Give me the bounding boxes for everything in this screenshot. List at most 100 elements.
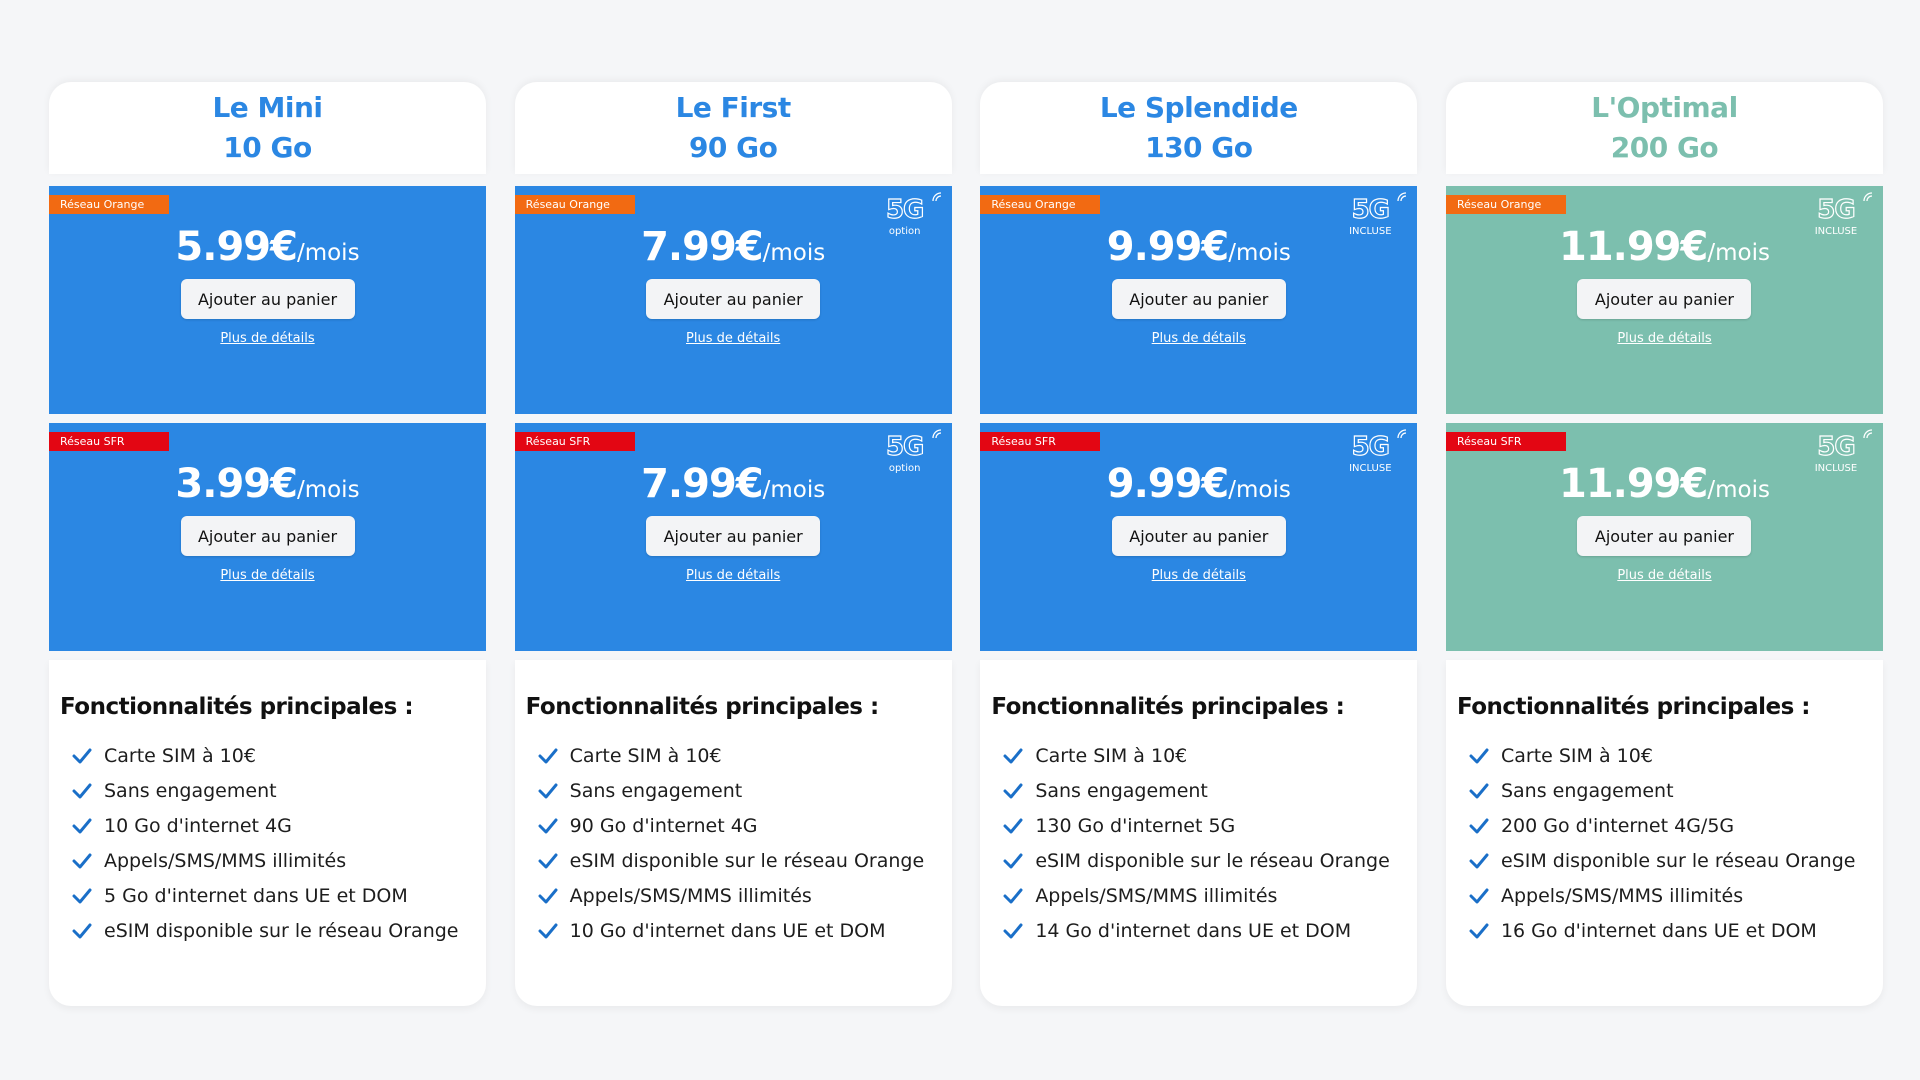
add-to-cart-button[interactable]: Ajouter au panier bbox=[1577, 279, 1752, 319]
more-details-link[interactable]: Plus de détails bbox=[686, 568, 781, 583]
feature-item: Sans engagement bbox=[1003, 773, 1417, 808]
offer-orange: Réseau Orange 5G INCLUSE 11.99€/mois Ajou… bbox=[1445, 186, 1883, 414]
feature-text: 130 Go d'internet 5G bbox=[1035, 814, 1236, 837]
add-to-cart-button[interactable]: Ajouter au panier bbox=[1111, 516, 1286, 556]
5g-badge: 5G INCLUSE bbox=[1807, 192, 1873, 238]
more-details-link[interactable]: Plus de détails bbox=[1151, 331, 1246, 346]
checkmark-icon bbox=[538, 783, 558, 798]
price-period: /mois bbox=[762, 240, 826, 266]
5g-label: INCLUSE bbox=[1814, 463, 1858, 474]
5g-icon: 5G bbox=[1351, 195, 1391, 225]
add-to-cart-button[interactable]: Ajouter au panier bbox=[646, 279, 821, 319]
features-title: Fonctionnalités principales : bbox=[60, 694, 414, 720]
checkmark-icon bbox=[1003, 783, 1023, 798]
plan-header: Le Splendide 130 Go bbox=[980, 82, 1418, 174]
feature-text: Carte SIM à 10€ bbox=[1500, 744, 1653, 767]
5g-badge: 5G INCLUSE bbox=[1341, 192, 1407, 238]
signal-wave-icon bbox=[1397, 429, 1407, 439]
feature-item: Appels/SMS/MMS illimités bbox=[1003, 878, 1417, 913]
plan-header: Le First 90 Go bbox=[514, 82, 952, 174]
add-to-cart-button[interactable]: Ajouter au panier bbox=[180, 516, 355, 556]
price: 9.99€/mois bbox=[1107, 461, 1291, 507]
feature-item: Carte SIM à 10€ bbox=[1469, 738, 1883, 773]
features-title: Fonctionnalités principales : bbox=[525, 694, 880, 720]
price-period: /mois bbox=[296, 240, 360, 266]
offer-orange: Réseau Orange 5.99€/mois Ajouter au pani… bbox=[49, 186, 486, 414]
price-amount: 7.99€ bbox=[641, 461, 764, 507]
network-badge-orange: Réseau Orange bbox=[49, 195, 169, 214]
offer-sfr: Réseau SFR 5G INCLUSE 9.99€/mois Ajouter … bbox=[980, 423, 1418, 651]
plan-card: Le Mini 10 Go Réseau Orange 5.99€/mois A… bbox=[49, 82, 486, 1006]
offer-sfr: Réseau SFR 5G option 7.99€/mois Ajouter a… bbox=[514, 423, 952, 651]
price-amount: 9.99€ bbox=[1106, 224, 1230, 270]
features-panel: Fonctionnalités principales : Carte SIM … bbox=[514, 660, 952, 1006]
price: 3.99€/mois bbox=[175, 461, 359, 507]
feature-text: 90 Go d'internet 4G bbox=[569, 814, 758, 837]
checkmark-icon bbox=[538, 923, 558, 938]
network-badge-sfr: Réseau SFR bbox=[1445, 432, 1566, 451]
5g-label: INCLUSE bbox=[1349, 463, 1392, 474]
feature-text: Sans engagement bbox=[1035, 779, 1208, 802]
add-to-cart-button[interactable]: Ajouter au panier bbox=[1111, 279, 1286, 319]
more-details-link[interactable]: Plus de détails bbox=[1151, 568, 1246, 583]
checkmark-icon bbox=[1003, 923, 1023, 938]
offer-sfr: Réseau SFR 5G INCLUSE 11.99€/mois Ajouter… bbox=[1445, 423, 1883, 651]
checkmark-icon bbox=[538, 888, 558, 903]
more-details-link[interactable]: Plus de détails bbox=[686, 331, 781, 346]
more-details-link[interactable]: Plus de détails bbox=[220, 568, 315, 583]
feature-text: eSIM disponible sur le réseau Orange bbox=[1035, 849, 1390, 872]
price: 9.99€/mois bbox=[1107, 224, 1291, 270]
feature-item: 10 Go d'internet 4G bbox=[72, 808, 486, 843]
feature-item: eSIM disponible sur le réseau Orange bbox=[538, 843, 952, 878]
plan-data-amount: 10 Go bbox=[223, 131, 312, 164]
offer-orange: Réseau Orange 5G INCLUSE 9.99€/mois Ajout… bbox=[980, 186, 1418, 414]
signal-wave-icon bbox=[932, 192, 941, 202]
feature-item: 130 Go d'internet 5G bbox=[1003, 808, 1417, 843]
more-details-link[interactable]: Plus de détails bbox=[220, 331, 315, 346]
add-to-cart-button[interactable]: Ajouter au panier bbox=[180, 279, 355, 319]
checkmark-icon bbox=[1003, 853, 1023, 868]
5g-label: option bbox=[888, 463, 921, 474]
price-period: /mois bbox=[296, 477, 360, 503]
feature-text: eSIM disponible sur le réseau Orange bbox=[569, 849, 925, 872]
feature-text: Sans engagement bbox=[569, 779, 743, 802]
plan-name: Le Mini bbox=[212, 91, 323, 124]
price-period: /mois bbox=[762, 477, 826, 503]
feature-item: eSIM disponible sur le réseau Orange bbox=[1003, 843, 1417, 878]
feature-text: Appels/SMS/MMS illimités bbox=[1035, 884, 1278, 907]
checkmark-icon bbox=[1469, 923, 1489, 938]
plan-header: L'Optimal 200 Go bbox=[1445, 82, 1883, 174]
feature-text: Carte SIM à 10€ bbox=[1035, 744, 1188, 767]
plan-card: L'Optimal 200 Go Réseau Orange 5G INCLUSE… bbox=[1445, 82, 1883, 1006]
feature-text: Sans engagement bbox=[104, 779, 277, 802]
checkmark-icon bbox=[72, 818, 92, 833]
features-list: Carte SIM à 10€ Sans engagement 90 Go d'… bbox=[526, 738, 952, 948]
checkmark-icon bbox=[1469, 853, 1489, 868]
feature-item: Sans engagement bbox=[538, 773, 952, 808]
network-badge-sfr: Réseau SFR bbox=[514, 432, 635, 451]
plan-data-amount: 130 Go bbox=[1145, 131, 1253, 164]
feature-item: Appels/SMS/MMS illimités bbox=[1469, 878, 1883, 913]
add-to-cart-button[interactable]: Ajouter au panier bbox=[646, 516, 821, 556]
feature-item: eSIM disponible sur le réseau Orange bbox=[1469, 843, 1883, 878]
feature-item: Carte SIM à 10€ bbox=[1003, 738, 1417, 773]
5g-label: INCLUSE bbox=[1814, 226, 1858, 237]
checkmark-icon bbox=[72, 888, 92, 903]
feature-text: 10 Go d'internet 4G bbox=[104, 814, 292, 837]
add-to-cart-button[interactable]: Ajouter au panier bbox=[1577, 516, 1752, 556]
feature-item: Appels/SMS/MMS illimités bbox=[538, 878, 952, 913]
5g-badge: 5G INCLUSE bbox=[1807, 429, 1873, 475]
checkmark-icon bbox=[1469, 783, 1489, 798]
more-details-link[interactable]: Plus de détails bbox=[1617, 331, 1712, 346]
feature-item: Appels/SMS/MMS illimités bbox=[72, 843, 486, 878]
5g-badge: 5G INCLUSE bbox=[1341, 429, 1407, 475]
feature-text: Appels/SMS/MMS illimités bbox=[569, 884, 812, 907]
price-period: /mois bbox=[1228, 240, 1291, 266]
5g-badge: 5G option bbox=[876, 429, 941, 475]
more-details-link[interactable]: Plus de détails bbox=[1617, 568, 1712, 583]
checkmark-icon bbox=[1003, 888, 1023, 903]
feature-item: 14 Go d'internet dans UE et DOM bbox=[1003, 913, 1417, 948]
feature-item: Sans engagement bbox=[1469, 773, 1883, 808]
feature-text: 200 Go d'internet 4G/5G bbox=[1500, 814, 1735, 837]
